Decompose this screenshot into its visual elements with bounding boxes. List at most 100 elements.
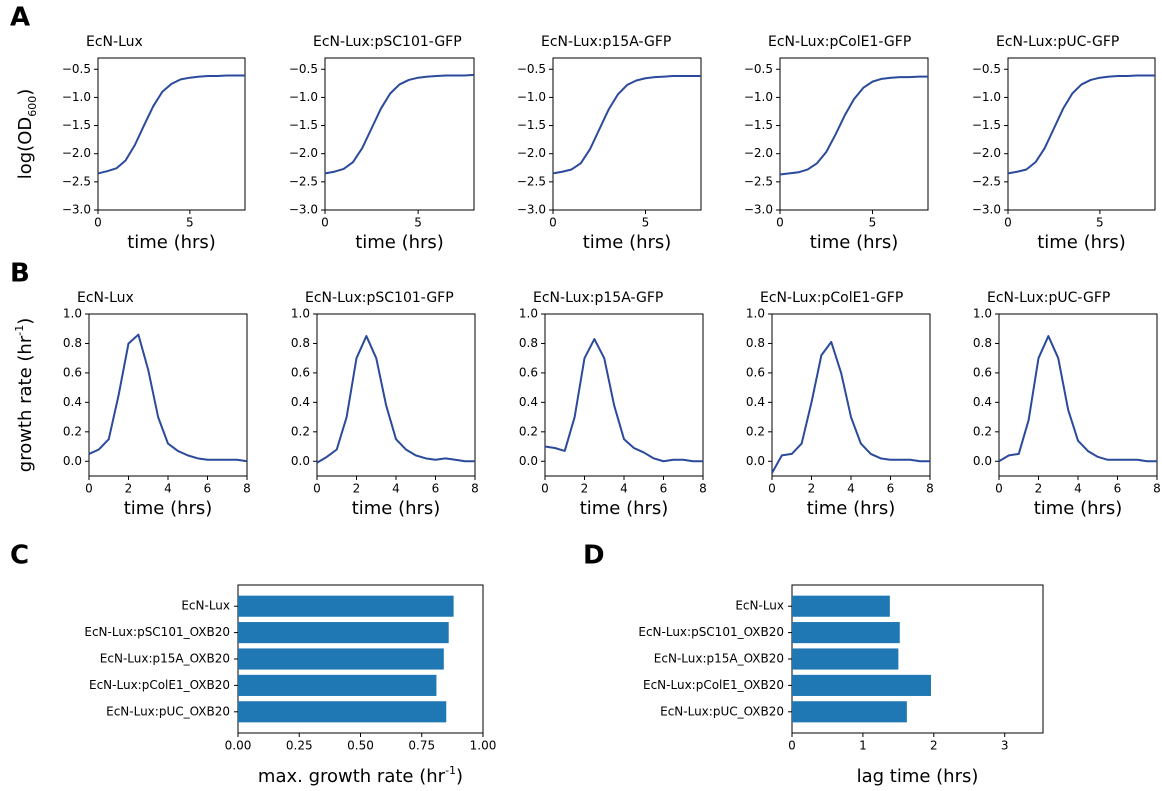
y-tick-label: −2.0 — [62, 146, 91, 160]
plot-frame — [316, 313, 476, 477]
x-tick-label: 0 — [541, 482, 549, 496]
axis-label-part: ) — [456, 766, 463, 787]
x-tick-label: 0.50 — [347, 739, 374, 753]
bar — [238, 622, 449, 644]
plot-frame — [771, 313, 931, 477]
bar — [792, 622, 900, 644]
x-tick-label: 8 — [926, 482, 934, 496]
chart-title: EcN-Lux:pColE1-GFP — [768, 34, 911, 50]
x-tick-label: 8 — [471, 482, 479, 496]
bar — [238, 595, 454, 617]
x-tick-label: 5 — [186, 216, 194, 230]
x-tick-label: 5 — [642, 216, 650, 230]
y-tick-label: 0.6 — [63, 365, 82, 379]
y-tick-label: 1.0 — [973, 307, 992, 321]
axis-label: time (hrs) — [583, 232, 672, 253]
x-tick-label: 5 — [414, 216, 422, 230]
x-tick-label: 0.25 — [286, 739, 313, 753]
axis-label: time (hrs) — [1037, 232, 1126, 253]
axis-label-part: log(OD — [15, 117, 36, 180]
y-tick-label: −1.0 — [62, 90, 91, 104]
axis-label-part: ) — [15, 318, 36, 325]
x-tick-label: 4 — [164, 482, 172, 496]
y-tick-label: 0.0 — [519, 454, 538, 468]
y-tick-label: −1.0 — [972, 90, 1001, 104]
category-label: EcN-Lux:pUC_OXB20 — [106, 704, 230, 718]
plot-frame — [544, 313, 704, 477]
axis-label-part: growth rate (hr — [15, 335, 36, 472]
plot-frame — [324, 57, 475, 211]
y-tick-label: −0.5 — [972, 62, 1001, 76]
y-tick-label: −2.0 — [517, 146, 546, 160]
x-tick-label: 0 — [549, 216, 557, 230]
y-tick-label: −3.0 — [62, 203, 91, 217]
axis-label: lag time (hrs) — [857, 766, 979, 787]
y-tick-label: 0.2 — [973, 424, 992, 438]
x-tick-label: 6 — [660, 482, 668, 496]
y-tick-label: 0.6 — [973, 365, 992, 379]
chart-title: EcN-Lux:pColE1-GFP — [760, 290, 903, 306]
chart-title: EcN-Lux — [77, 290, 134, 306]
y-tick-label: −0.5 — [62, 62, 91, 76]
y-tick-label: 0.0 — [291, 454, 310, 468]
x-tick-label: 0 — [995, 482, 1003, 496]
y-tick-label: 0.4 — [973, 395, 992, 409]
category-label: EcN-Lux — [181, 599, 230, 613]
chart-title: EcN-Lux:pUC-GFP — [996, 34, 1119, 50]
y-tick-label: −1.0 — [517, 90, 546, 104]
axis-label: time (hrs) — [124, 498, 213, 519]
axis-label: time (hrs) — [127, 232, 216, 253]
y-tick-label: −2.0 — [289, 146, 318, 160]
chart-title: EcN-Lux:pUC-GFP — [987, 290, 1110, 306]
plot-frame — [998, 313, 1158, 477]
x-tick-label: 0 — [1004, 216, 1012, 230]
x-tick-label: 0.00 — [225, 739, 252, 753]
axis-label: time (hrs) — [580, 498, 669, 519]
growth-curve — [97, 74, 245, 175]
x-tick-label: 0 — [788, 739, 796, 753]
x-tick-label: 6 — [432, 482, 440, 496]
axis-label-part: max. growth rate (hr — [258, 766, 446, 787]
chart-title: EcN-Lux:p15A-GFP — [533, 290, 663, 306]
bar — [792, 648, 899, 670]
x-tick-label: 0 — [321, 216, 329, 230]
y-tick-label: 1.0 — [63, 307, 82, 321]
x-tick-label: 2 — [808, 482, 816, 496]
plot-frame — [97, 57, 246, 211]
category-label: EcN-Lux:p15A_OXB20 — [654, 652, 784, 666]
y-tick-label: −2.5 — [744, 174, 773, 188]
y-tick-label: −1.0 — [289, 90, 318, 104]
axis-label-part: -1 — [13, 325, 26, 336]
axis-label-part: -1 — [445, 764, 456, 777]
x-tick-label: 2 — [930, 739, 938, 753]
growth-curve — [88, 333, 248, 463]
category-label: EcN-Lux:pSC101_OXB20 — [638, 625, 784, 639]
y-tick-label: −2.5 — [517, 174, 546, 188]
y-tick-label: 0.8 — [63, 336, 82, 350]
bar — [238, 674, 437, 696]
bar — [792, 701, 907, 723]
y-tick-label: −1.5 — [62, 118, 91, 132]
y-tick-label: −0.5 — [744, 62, 773, 76]
panel-label: B — [10, 259, 30, 289]
y-tick-label: −3.0 — [744, 203, 773, 217]
x-tick-label: 0 — [776, 216, 784, 230]
category-label: EcN-Lux:p15A_OXB20 — [100, 652, 230, 666]
axis-label: time (hrs) — [810, 232, 899, 253]
y-tick-label: −2.5 — [62, 174, 91, 188]
plot-frame — [1007, 57, 1156, 211]
bar — [792, 674, 931, 696]
y-tick-label: −2.0 — [744, 146, 773, 160]
y-tick-label: 0.4 — [291, 395, 310, 409]
y-tick-label: −3.0 — [517, 203, 546, 217]
axis-label: time (hrs) — [352, 498, 441, 519]
y-tick-label: −1.0 — [744, 90, 773, 104]
growth-curve — [1007, 74, 1155, 175]
y-tick-label: 0.6 — [746, 365, 765, 379]
x-tick-label: 8 — [1153, 482, 1161, 496]
x-tick-label: 4 — [1074, 482, 1082, 496]
y-tick-label: 0.6 — [291, 365, 310, 379]
y-tick-label: 0.8 — [519, 336, 538, 350]
y-tick-label: −2.0 — [972, 146, 1001, 160]
